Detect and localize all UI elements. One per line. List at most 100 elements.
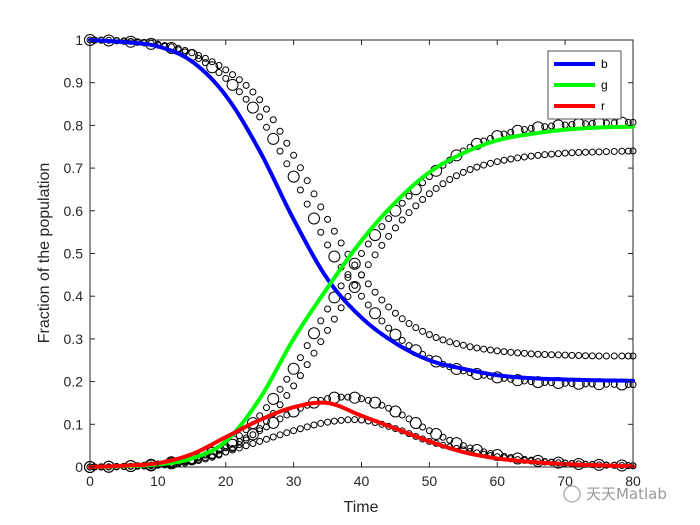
marker-point: [249, 88, 257, 96]
marker-point: [561, 351, 569, 359]
y-tick-label: 1: [75, 32, 83, 48]
y-tick-label: 0.9: [64, 75, 84, 91]
x-tick-label: 20: [218, 473, 234, 489]
x-tick-label: 60: [489, 473, 505, 489]
marker-point: [364, 396, 372, 404]
marker-point: [344, 416, 352, 424]
marker-point: [588, 352, 596, 360]
marker-point: [208, 452, 216, 460]
marker-point: [439, 433, 447, 441]
marker-point: [595, 148, 603, 156]
marker-point: [337, 393, 345, 401]
marker-point: [269, 433, 277, 441]
marker-point: [330, 315, 338, 323]
marker-point: [276, 147, 284, 155]
marker-point: [222, 74, 230, 82]
marker-point: [466, 444, 474, 452]
marker-point: [500, 348, 508, 356]
marker-point: [405, 209, 413, 217]
series-line-b: [88, 38, 635, 383]
marker-point: [364, 261, 372, 269]
marker-point: [328, 250, 341, 263]
marker-point: [344, 273, 352, 281]
marker-point: [514, 154, 522, 162]
marker-point: [554, 150, 562, 158]
y-tick-label: 0.8: [64, 117, 84, 133]
marker-point: [242, 442, 250, 450]
marker-point: [195, 55, 203, 63]
marker-point: [235, 438, 243, 446]
marker-point: [307, 212, 320, 225]
legend-label-g: g: [601, 78, 608, 92]
marker-point: [624, 147, 632, 155]
marker-point: [398, 199, 406, 207]
marker-point: [267, 132, 280, 145]
marker-point: [624, 352, 632, 360]
marker-point: [303, 200, 311, 208]
marker-point: [344, 271, 352, 279]
marker-point: [548, 150, 556, 158]
marker-point: [256, 427, 264, 435]
series-line-r: [88, 400, 635, 469]
marker-point: [466, 343, 474, 351]
marker-point: [548, 122, 556, 130]
marker-point: [486, 346, 494, 354]
marker-point: [229, 446, 237, 454]
marker-point: [283, 139, 291, 147]
marker-point: [568, 149, 576, 157]
marker-point: [283, 160, 291, 168]
marker-point: [310, 421, 318, 429]
marker-point: [491, 449, 504, 462]
marker-point: [226, 438, 239, 451]
marker-point: [290, 382, 298, 390]
marker-point: [337, 304, 345, 312]
marker-point: [283, 429, 291, 437]
marker-point: [378, 223, 386, 231]
marker-point: [256, 96, 264, 104]
marker-point: [618, 147, 626, 155]
marker-point: [459, 168, 467, 176]
marker-point: [249, 431, 257, 439]
marker-point: [602, 148, 610, 156]
marker-point: [290, 427, 298, 435]
marker-point: [267, 416, 280, 429]
marker-point: [391, 309, 399, 317]
marker-point: [398, 216, 406, 224]
marker-point: [439, 336, 447, 344]
marker-point: [307, 327, 320, 340]
marker-point: [419, 423, 427, 431]
marker-point: [324, 326, 332, 334]
marker-point: [364, 280, 372, 288]
marker-point: [425, 331, 433, 339]
marker-point: [276, 401, 284, 409]
marker-point: [425, 190, 433, 198]
marker-point: [588, 148, 596, 156]
marker-point: [283, 392, 291, 400]
marker-point: [348, 391, 361, 404]
x-axis-label: Time: [344, 499, 379, 516]
marker-point: [364, 240, 372, 248]
marker-point: [310, 349, 318, 357]
marker-point: [378, 401, 386, 409]
marker-point: [371, 251, 379, 259]
marker-point: [486, 159, 494, 167]
marker-point: [324, 241, 332, 249]
marker-point: [348, 281, 361, 294]
marker-point: [222, 66, 230, 74]
marker-point: [330, 417, 338, 425]
marker-point: [439, 180, 447, 188]
marker-point: [391, 224, 399, 232]
marker-point: [581, 148, 589, 156]
marker-point: [527, 124, 535, 132]
marker-point: [267, 392, 280, 405]
marker-point: [201, 59, 209, 67]
marker-point: [493, 158, 501, 166]
marker-point: [548, 351, 556, 359]
y-tick-label: 0.5: [64, 246, 84, 262]
marker-point: [262, 105, 270, 113]
marker-point: [330, 227, 338, 235]
marker-point: [514, 349, 522, 357]
marker-point: [344, 292, 352, 300]
marker-point: [378, 296, 386, 304]
marker-point: [337, 416, 345, 424]
